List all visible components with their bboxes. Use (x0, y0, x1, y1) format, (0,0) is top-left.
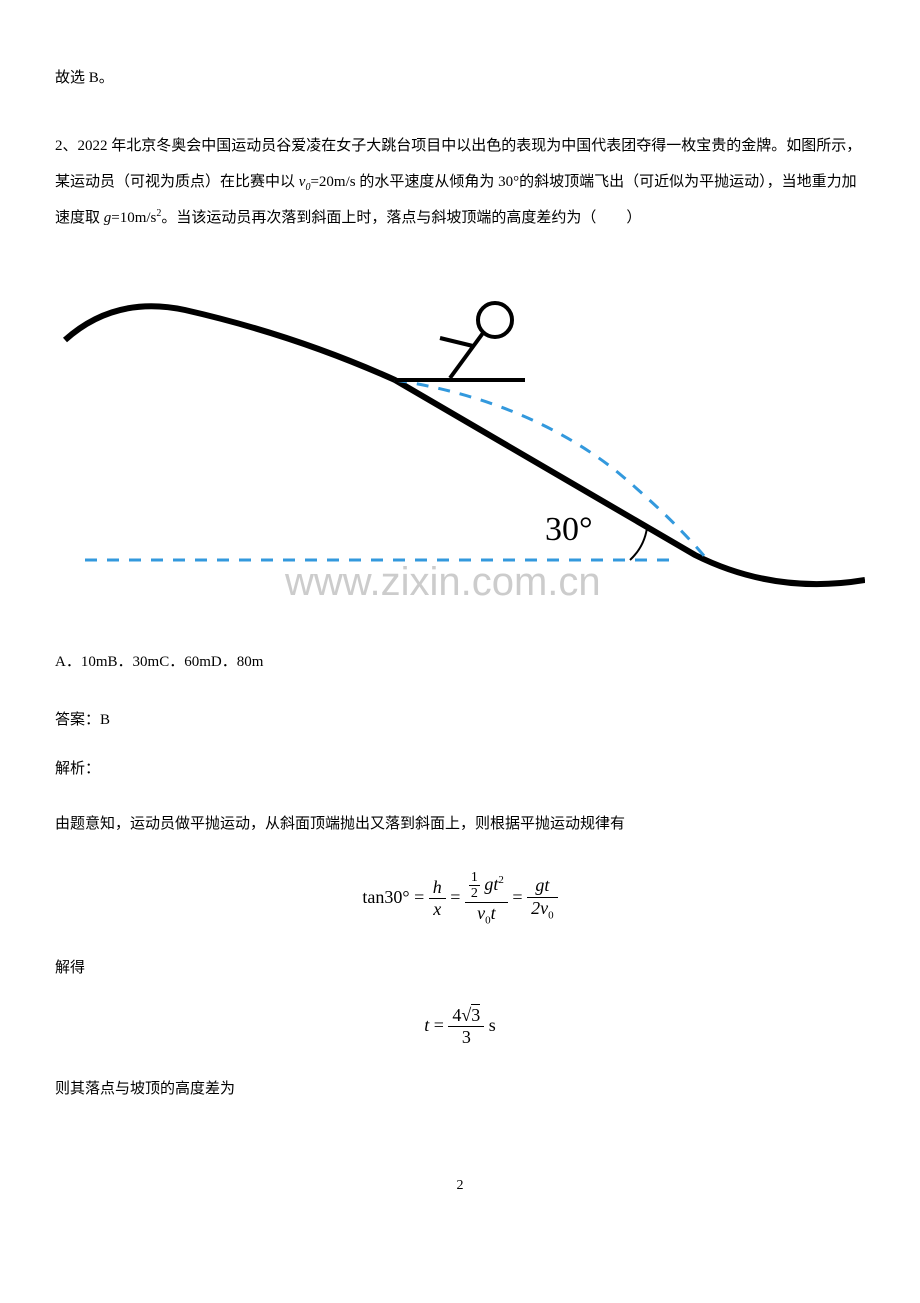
eq1-frac3-num: gt (527, 875, 558, 898)
eq1-equals2: = (512, 887, 527, 907)
question-part4: 。当该运动员再次落到斜面上时，落点与斜坡顶端的高度差约为（ ） (161, 210, 641, 226)
equation-2: t = 4√3 3 s (55, 1005, 865, 1049)
watermark-text: www.zixin.com.cn (284, 560, 601, 604)
eq2-t: t (424, 1015, 429, 1035)
slope-curve (65, 306, 865, 584)
eq1-frac1-num: h (429, 877, 446, 900)
angle-arc (630, 528, 647, 560)
option-d: D．80m (211, 654, 264, 670)
answer-options: A．10mB．30mC．60mD．80m (55, 644, 865, 680)
eq1-frac1: h x (429, 877, 446, 921)
eq1-frac1-den: x (429, 899, 446, 921)
eq2-num: 4√3 (448, 1005, 484, 1028)
eq1-gt: gt (484, 874, 498, 894)
eq1-t: t (491, 903, 496, 923)
eq1-inner-frac: 1 2 (469, 870, 480, 902)
answer-line: 答案：B (55, 708, 865, 729)
equation-1: tan30° = h x = 1 2 gt2 v0t = gt 2v0 (55, 870, 865, 928)
eq2-unit: s (489, 1015, 496, 1035)
physics-diagram: 30° www.zixin.com.cn (55, 260, 865, 620)
eq2-den: 3 (448, 1027, 484, 1049)
eq2-frac: 4√3 3 (448, 1005, 484, 1049)
eq1-frac2-num: 1 2 gt2 (465, 870, 508, 903)
question-part3: =10m/s (111, 210, 156, 226)
question-text: 2、2022 年北京冬奥会中国运动员谷爱凌在女子大跳台项目中以出色的表现为中国代… (55, 128, 865, 236)
angle-label: 30° (545, 511, 593, 548)
page-number: 2 (55, 1178, 865, 1194)
eq1-frac3-sub: 0 (548, 909, 554, 921)
eq1-v: v (477, 903, 485, 923)
eq2-sqrt-val: 3 (471, 1004, 480, 1025)
explanation-text: 由题意知，运动员做平抛运动，从斜面顶端抛出又落到斜面上，则根据平抛运动规律有 (55, 806, 865, 842)
eq1-2v: 2v (531, 898, 548, 918)
eq1-frac2-den: v0t (465, 903, 508, 928)
eq1-exp: 2 (498, 874, 504, 886)
solve-text-2: 则其落点与坡顶的高度差为 (55, 1077, 865, 1098)
eq1-inner-num: 1 (469, 870, 480, 886)
previous-answer-line: 故选 B。 (55, 60, 865, 96)
skier-figure (440, 303, 512, 378)
eq1-frac3-den: 2v0 (527, 898, 558, 923)
question-number: 2、 (55, 138, 78, 154)
eq2-equals: = (434, 1015, 449, 1035)
solve-text-1: 解得 (55, 956, 865, 977)
analysis-label: 解析： (55, 757, 865, 778)
eq1-equals1: = (450, 887, 465, 907)
eq2-sqrt: √ (461, 1005, 471, 1025)
eq1-inner-den: 2 (469, 886, 480, 901)
option-c: C．60m (159, 654, 211, 670)
option-a: A．10m (55, 654, 108, 670)
eq1-prefix: tan30° = (362, 887, 428, 907)
option-b: B．30m (108, 654, 160, 670)
eq1-frac2: 1 2 gt2 v0t (465, 870, 508, 928)
eq1-frac3: gt 2v0 (527, 875, 558, 922)
